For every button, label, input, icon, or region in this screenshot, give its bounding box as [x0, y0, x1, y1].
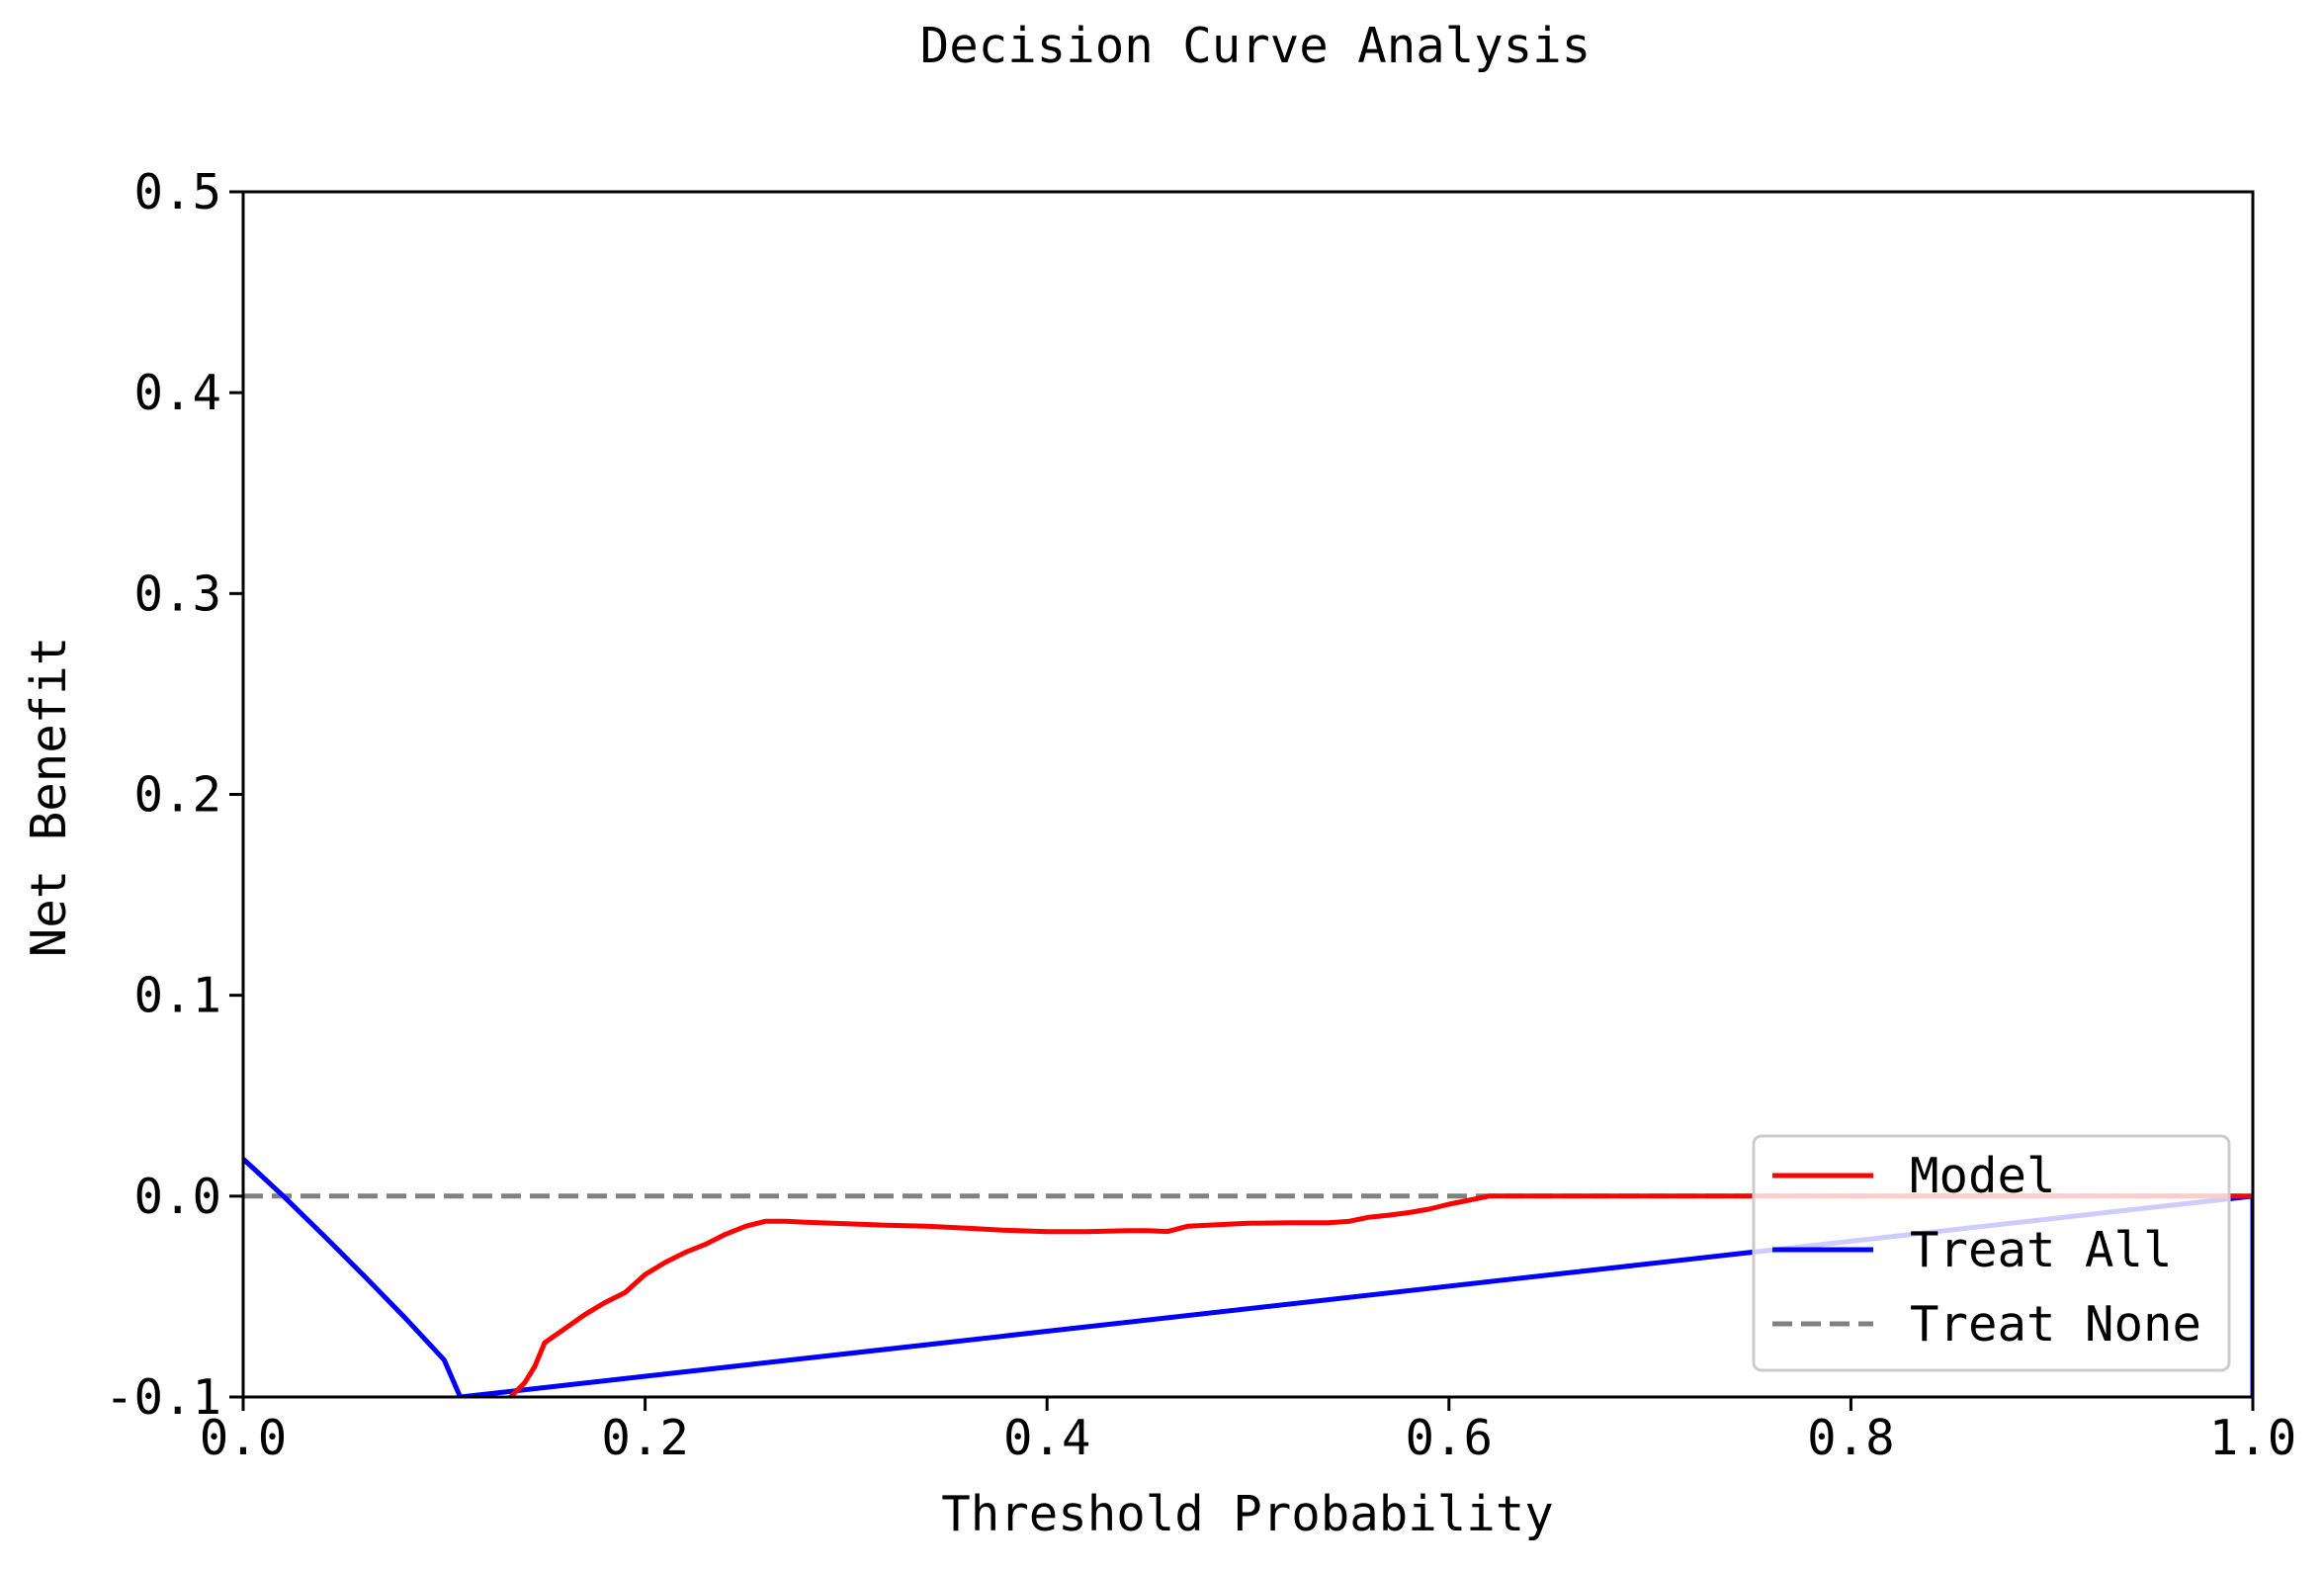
- x-tick-label: 0.2: [601, 1410, 689, 1466]
- legend-frame: [1752, 1134, 2231, 1372]
- x-tick-label: 0.8: [1807, 1410, 1895, 1466]
- ticks-layer: 0.0 0.2 0.4 0.6 0.8 1.0-0.10.00.10.20.30.40.5: [105, 164, 2296, 1466]
- x-tick-label: 0.4: [1003, 1410, 1091, 1466]
- x-tick-label: 0.6: [1406, 1410, 1494, 1466]
- x-tick-label: 1.0: [2209, 1410, 2297, 1466]
- legend-label-model: Model: [1910, 1148, 2056, 1204]
- y-tick-label: 0.2: [133, 767, 221, 824]
- series-line-model: [508, 1193, 2253, 1397]
- y-tick-label: 0.4: [133, 365, 221, 421]
- y-tick-label: 0.1: [133, 968, 221, 1024]
- legend-label-treat-none: Treat None: [1910, 1296, 2201, 1353]
- legend-label-treat-all: Treat All: [1910, 1222, 2173, 1278]
- y-tick-label: 0.5: [133, 164, 221, 220]
- legend: Model Treat All Treat None: [1752, 1134, 2231, 1372]
- x-axis-label: Threshold Probability: [941, 1486, 1554, 1542]
- y-tick-label: -0.1: [105, 1369, 221, 1426]
- y-axis-label: Net Benefit: [21, 637, 77, 958]
- y-tick-label: 0.0: [133, 1169, 221, 1225]
- chart-title: Decision Curve Analysis: [920, 18, 1592, 74]
- x-tick-label: 0.0: [200, 1410, 288, 1466]
- y-tick-label: 0.3: [133, 566, 221, 622]
- series-line-treat-all: [243, 1157, 2253, 1397]
